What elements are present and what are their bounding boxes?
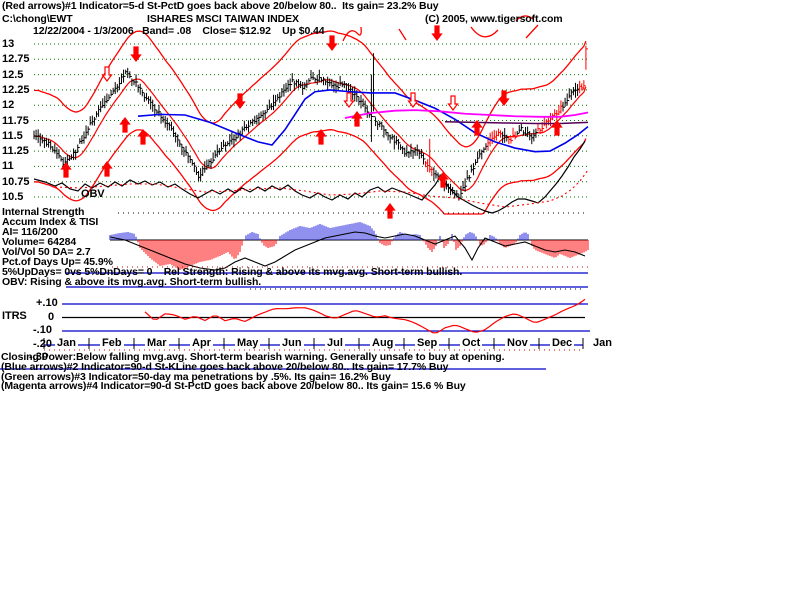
closing-power-warning: Closing Power:Below falling mvg.avg. Sho… [1, 351, 505, 363]
vol-ratio-value: Vol/Vol 50 DA= 2.7 [2, 246, 91, 258]
volume-value: Volume= 64284 [2, 236, 77, 248]
copyright-notice: (C) 2005, www.tigersoft.com [425, 13, 563, 25]
chart-title: ISHARES MSCI TAIWAN INDEX [147, 13, 299, 25]
updays-rel-strength-line: 5%UpDays= 0vs 5%DnDays= 0 Rel Strength: … [2, 266, 463, 278]
internal-strength-label: Internal Strength [2, 206, 85, 218]
pct-days-up-value: Pct.of Days Up= 45.9% [2, 256, 113, 268]
signal1-description: (Red arrows)#1 Indicator=5-d St-PctD goe… [2, 0, 439, 12]
ai-value: AI= 116/200 [2, 226, 58, 238]
obv-label: OBV [81, 188, 105, 200]
accum-index-label: Accum Index & TISI [2, 216, 99, 228]
obv-status-line: OBV: Rising & above its mvg.avg. Short-t… [2, 276, 262, 288]
date-range-quote: 12/22/2004 - 1/3/2006 Band= .08 Close= $… [33, 25, 325, 37]
signal4-description: (Magenta arrows)#4 Indicator=90-d St-Pct… [1, 380, 466, 392]
signal3-description: (Green arrows)#3 Indicator=50-day ma pen… [1, 371, 391, 383]
file-path: C:\chong\EWT [2, 13, 73, 25]
itrs-label: ITRS [2, 310, 27, 322]
signal2-description: (Blue arrows)#2 Indicator=90-d St-KLine … [1, 361, 449, 373]
